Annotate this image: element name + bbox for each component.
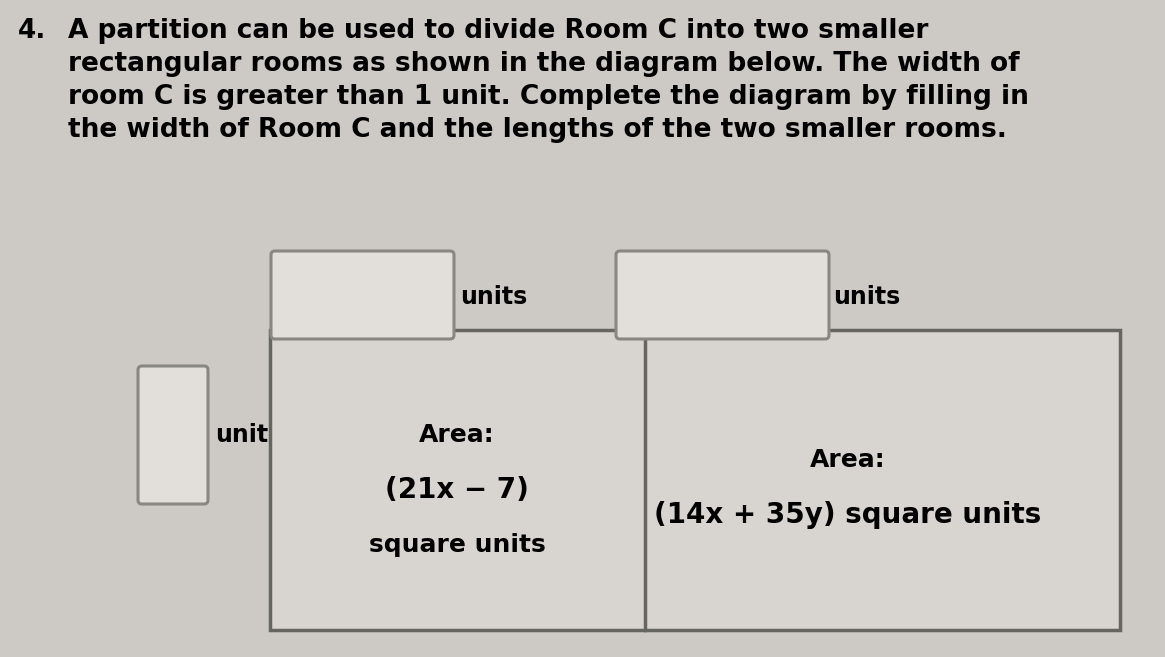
- Text: A partition can be used to divide Room C into two smaller
rectangular rooms as s: A partition can be used to divide Room C…: [68, 18, 1029, 143]
- Text: (21x − 7): (21x − 7): [386, 476, 529, 504]
- Text: 4.: 4.: [17, 18, 47, 44]
- Text: square units: square units: [368, 533, 545, 557]
- FancyBboxPatch shape: [616, 251, 829, 339]
- Text: units: units: [216, 423, 282, 447]
- Text: Area:: Area:: [810, 448, 885, 472]
- FancyBboxPatch shape: [137, 366, 209, 504]
- Text: units: units: [833, 285, 901, 309]
- Text: Area:: Area:: [419, 423, 495, 447]
- FancyBboxPatch shape: [271, 251, 454, 339]
- Bar: [270, 330, 1120, 630]
- Text: (14x + 35y) square units: (14x + 35y) square units: [655, 501, 1042, 529]
- Text: units: units: [460, 285, 528, 309]
